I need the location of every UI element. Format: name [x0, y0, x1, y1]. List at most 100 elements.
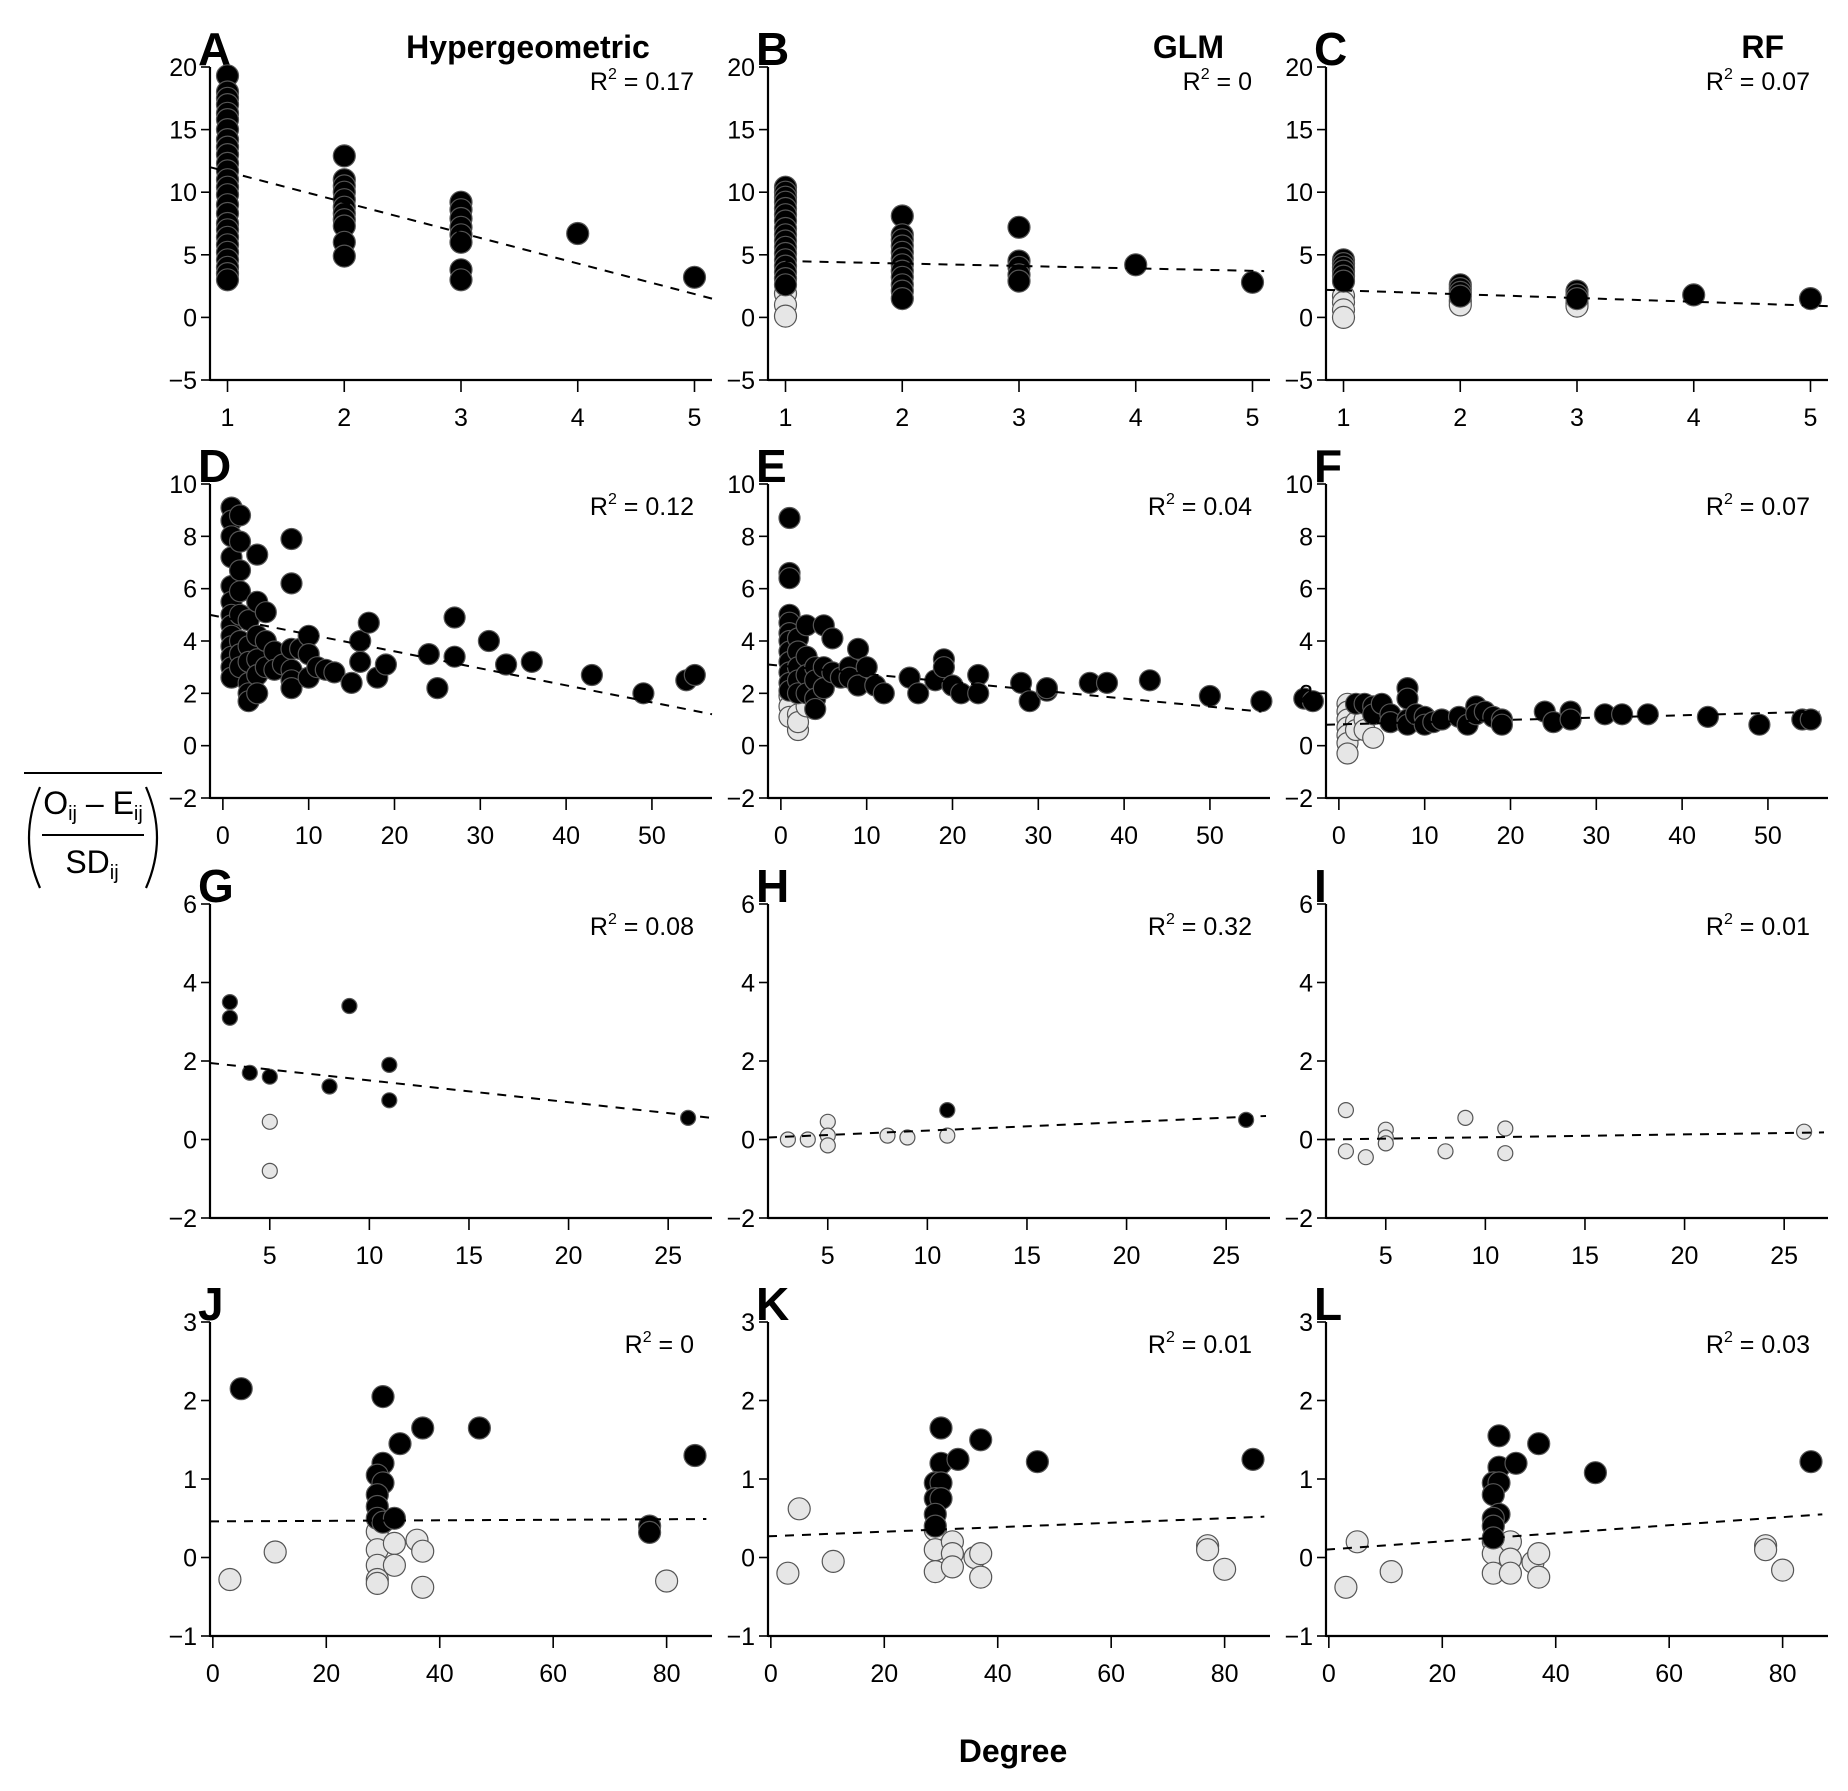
y-tick-label: 3 — [183, 1309, 197, 1337]
x-tick-label: 15 — [455, 1242, 483, 1270]
y-tick-label: 4 — [183, 970, 197, 998]
x-tick-label: 20 — [1497, 822, 1525, 850]
data-point-nonsignificant — [1437, 1143, 1454, 1160]
y-tick-label: 0 — [1299, 1127, 1313, 1155]
y-tick-label: 0 — [183, 1545, 197, 1573]
data-point-significant — [1481, 1483, 1505, 1507]
y-tick-label: −5 — [726, 367, 755, 395]
data-point-significant — [1636, 703, 1659, 726]
x-tick-label: 20 — [1428, 1660, 1456, 1688]
data-point-significant — [1798, 287, 1823, 311]
data-point-nonsignificant — [654, 1569, 679, 1593]
data-point-nonsignificant — [1337, 1143, 1355, 1160]
data-point-significant — [778, 567, 801, 590]
y-tick-label: 15 — [169, 117, 197, 145]
y-tick-label: 15 — [727, 117, 755, 145]
x-tick-label: 80 — [1769, 1660, 1797, 1688]
y-tick-label: 0 — [183, 1127, 197, 1155]
data-point-nonsignificant — [1457, 1109, 1474, 1127]
x-tick-label: 20 — [1671, 1242, 1699, 1270]
data-point-nonsignificant — [1527, 1565, 1551, 1589]
panel-letter: G — [198, 860, 234, 912]
data-point-significant — [426, 676, 449, 700]
r-squared-label: R2 = 0.12 — [590, 491, 694, 521]
data-point-significant — [929, 1416, 953, 1440]
y-tick-label: 2 — [1299, 680, 1313, 708]
panel-letter: B — [756, 23, 789, 75]
x-tick-label: 5 — [263, 1242, 277, 1270]
x-tick-label: 10 — [913, 1242, 941, 1270]
y-tick-label: 8 — [1299, 523, 1313, 551]
x-tick-label: 40 — [1668, 822, 1696, 850]
x-tick-label: 0 — [1322, 1660, 1336, 1688]
x-tick-label: 30 — [1024, 822, 1052, 850]
data-point-nonsignificant — [779, 1131, 797, 1148]
data-point-significant — [246, 543, 269, 566]
data-point-significant — [1504, 1451, 1528, 1475]
data-point-significant — [1124, 253, 1148, 277]
x-tick-label: 20 — [555, 1242, 583, 1270]
y-tick-label: 4 — [741, 628, 755, 656]
x-tick-label: 25 — [1212, 1242, 1240, 1270]
data-point-nonsignificant — [411, 1575, 435, 1599]
data-point-significant — [778, 506, 801, 530]
y-tick-label: 0 — [741, 1545, 755, 1573]
data-point-significant — [907, 682, 930, 705]
y-tick-label: 0 — [183, 304, 197, 332]
y-tick-label: 4 — [1299, 628, 1313, 656]
x-tick-label: 25 — [654, 1242, 682, 1270]
trend-line — [785, 260, 1265, 273]
data-point-significant — [969, 1428, 993, 1452]
y-tick-label: 0 — [741, 1127, 755, 1155]
x-tick-label: 2 — [895, 404, 909, 432]
data-point-significant — [228, 530, 252, 553]
y-tick-label: 2 — [1299, 1388, 1313, 1416]
x-tick-label: 80 — [1211, 1660, 1239, 1688]
data-point-significant — [1035, 676, 1059, 700]
x-tick-label: 1 — [1337, 404, 1351, 432]
data-point-nonsignificant — [1362, 726, 1385, 749]
data-point-significant — [1748, 713, 1771, 736]
y-tick-label: 0 — [741, 304, 755, 332]
data-point-significant — [340, 671, 363, 695]
data-point-significant — [449, 230, 473, 254]
column-title-glm: GLM — [1153, 29, 1224, 65]
data-point-significant — [477, 629, 500, 653]
panel-f: −2 0 2 4 6 8 10 0 10 20 30 40 50 F R2 = 0.07 — [1284, 440, 1828, 850]
data-point-significant — [349, 650, 372, 674]
data-point-significant — [683, 663, 706, 687]
x-tick-label: 5 — [821, 1242, 835, 1270]
x-tick-label: 20 — [939, 822, 967, 850]
panel-d: −2 0 2 4 6 8 10 0 10 20 30 40 50 D R2 = 0.12 — [168, 440, 713, 850]
data-point-significant — [1095, 671, 1119, 695]
data-point-significant — [1018, 690, 1041, 713]
r-squared-label: R2 = 0.03 — [1706, 1329, 1810, 1359]
x-tick-label: 60 — [539, 1660, 567, 1688]
y-tick-label: 0 — [1299, 304, 1313, 332]
x-axis-label: Degree — [959, 1733, 1068, 1769]
y-tick-label: −1 — [726, 1623, 755, 1651]
data-point-significant — [280, 676, 303, 700]
x-tick-label: 0 — [216, 822, 230, 850]
x-tick-label: 20 — [312, 1660, 340, 1688]
x-tick-label: 40 — [552, 822, 580, 850]
x-tick-label: 5 — [1246, 404, 1260, 432]
trend-line — [209, 1518, 707, 1523]
y-tick-label: −5 — [1284, 367, 1313, 395]
y-tick-label: 1 — [741, 1466, 755, 1494]
data-point-significant — [804, 697, 827, 721]
y-tick-label: 15 — [1285, 117, 1313, 145]
x-tick-label: 20 — [1113, 1242, 1141, 1270]
y-tick-label: 2 — [741, 1048, 755, 1076]
data-point-significant — [683, 1443, 707, 1468]
data-point-significant — [1007, 215, 1031, 239]
data-point-significant — [332, 144, 356, 168]
r-squared-label: R2 = 0.08 — [590, 911, 694, 941]
y-tick-label: 5 — [741, 242, 755, 270]
x-tick-label: 15 — [1013, 1242, 1041, 1270]
data-point-significant — [323, 661, 346, 684]
panel-j: −1 0 1 2 3 0 20 40 60 80 J R2 = 0 — [168, 1278, 712, 1688]
trend-line — [209, 1061, 713, 1119]
y-label-denominator: SDij — [65, 844, 118, 884]
